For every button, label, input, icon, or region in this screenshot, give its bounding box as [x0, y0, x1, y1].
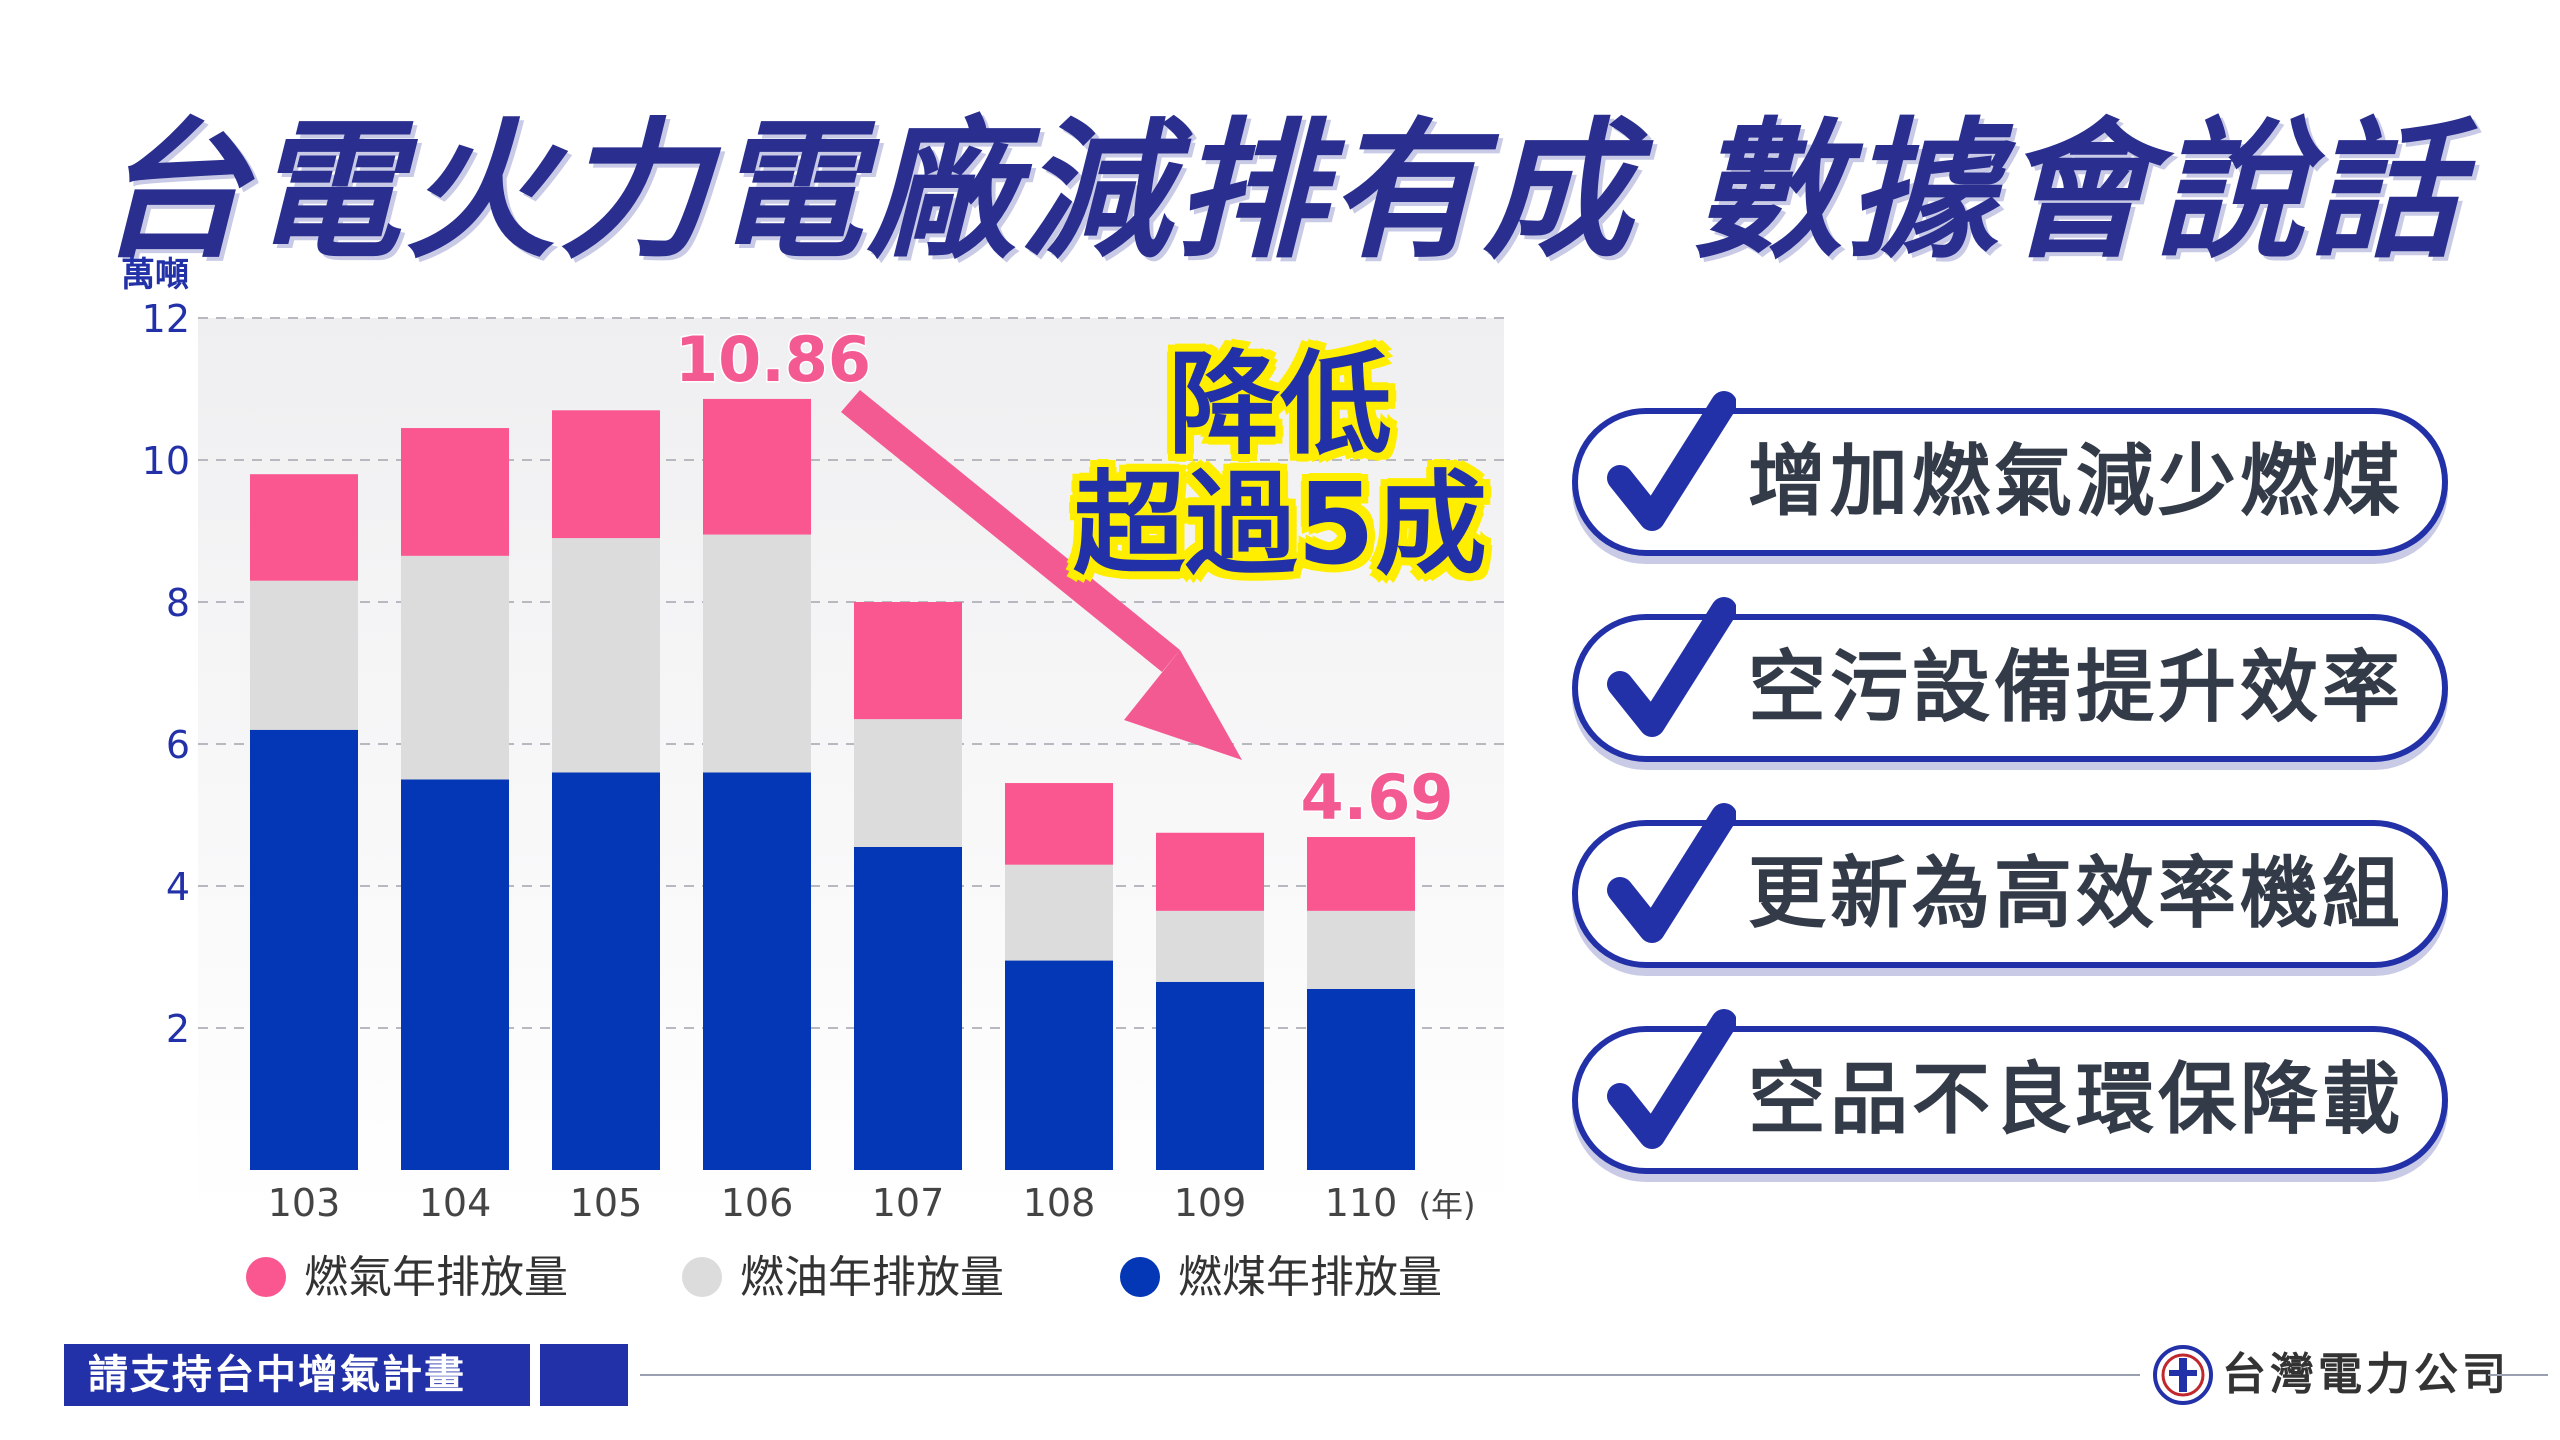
emissions-stacked-bar-chart: 2 4 6 8 10 12 103 104 105 106 107 108 109 110 10.86 4.…: [121, 255, 1504, 1303]
trend-arrow: [841, 390, 1242, 760]
footer-accent-block: [540, 1344, 628, 1406]
legend-label: 燃氣年排放量: [304, 1252, 568, 1303]
y-tick-label: 2: [166, 1007, 190, 1051]
checkmark-icon: [1607, 803, 1736, 943]
footer-divider: [640, 1374, 2140, 1376]
bar-segment: [401, 428, 509, 556]
checkmark-icon: [1607, 391, 1736, 531]
bar-segment: [1307, 910, 1415, 989]
bar-segment: [1307, 988, 1415, 1170]
footer-campaign-tag: 請支持台中增氣計畫: [64, 1344, 530, 1406]
x-tick-label: 108: [1023, 1181, 1096, 1225]
total-annotation: 10.86: [675, 323, 871, 396]
checklist-item-2: 空污設備提升效率: [1572, 597, 2448, 762]
y-tick-label: 6: [166, 723, 190, 767]
bar-segment: [401, 779, 509, 1170]
checklist-item-4: 空品不良環保降載: [1572, 1009, 2448, 1174]
x-axis-unit: (年): [1419, 1186, 1476, 1224]
bar-segment: [1307, 837, 1415, 911]
bar-segment: [552, 538, 660, 773]
x-tick-label: 105: [570, 1181, 643, 1225]
legend-label: 燃煤年排放量: [1178, 1252, 1442, 1303]
checklist-text-1: 增加燃氣減少燃煤: [1748, 437, 2405, 527]
bar-segment: [250, 580, 358, 730]
badge-line-2: 超過5成: [1073, 460, 1487, 590]
checkmark-icon: [1607, 1009, 1736, 1149]
y-tick-label: 4: [166, 865, 190, 909]
bar-segment: [1005, 864, 1113, 961]
bar-segment: [854, 719, 962, 847]
bar-segment: [1156, 910, 1264, 982]
page-title: 台電火力電廠減排有成 數據會說話: [96, 105, 2464, 279]
checklist-text-4: 空品不良環保降載: [1748, 1055, 2405, 1145]
bar-segment: [552, 772, 660, 1170]
footer-divider-right: [2488, 1374, 2548, 1376]
checklist-item-3: 更新為高效率機組: [1572, 803, 2448, 968]
bar-segment: [703, 398, 811, 535]
legend-swatch: [246, 1257, 286, 1297]
bar-segment: [1005, 960, 1113, 1170]
bar-segment: [1156, 981, 1264, 1170]
x-tick-label: 109: [1174, 1181, 1247, 1225]
badge-line-1: 降低: [1168, 340, 1392, 470]
x-tick-label: 106: [721, 1181, 794, 1225]
legend-swatch: [1120, 1257, 1160, 1297]
bar-segment: [703, 772, 811, 1170]
checklist-text-2: 空污設備提升效率: [1748, 643, 2405, 733]
legend-swatch: [682, 1257, 722, 1297]
y-tick-label: 12: [142, 297, 190, 341]
y-tick-label: 8: [166, 581, 190, 625]
company-name: 台灣電力公司: [2222, 1349, 2510, 1400]
x-tick-label: 103: [268, 1181, 341, 1225]
legend-label: 燃油年排放量: [740, 1252, 1004, 1303]
bar-segment: [703, 534, 811, 773]
bar-segment: [250, 474, 358, 581]
bar-segment: [854, 846, 962, 1170]
checkmark-icon: [1607, 597, 1736, 737]
x-tick-label: 110: [1325, 1181, 1398, 1225]
bar-segment: [854, 602, 962, 720]
y-tick-label: 10: [142, 439, 190, 483]
checklist-text-3: 更新為高效率機組: [1748, 849, 2405, 939]
bar-segment: [401, 555, 509, 780]
taipower-logo-icon: [2153, 1345, 2213, 1405]
y-axis-unit: 萬噸: [121, 255, 189, 295]
bar-segment: [1156, 832, 1264, 911]
checklist-item-1: 增加燃氣減少燃煤: [1572, 391, 2448, 556]
bar-segment: [250, 729, 358, 1170]
bar-segment: [552, 410, 660, 539]
reduction-badge: 降低 超過5成: [1060, 345, 1500, 585]
x-tick-label: 104: [419, 1181, 492, 1225]
x-tick-label: 107: [872, 1181, 945, 1225]
total-annotation: 4.69: [1301, 761, 1454, 834]
bar-segment: [1005, 783, 1113, 865]
